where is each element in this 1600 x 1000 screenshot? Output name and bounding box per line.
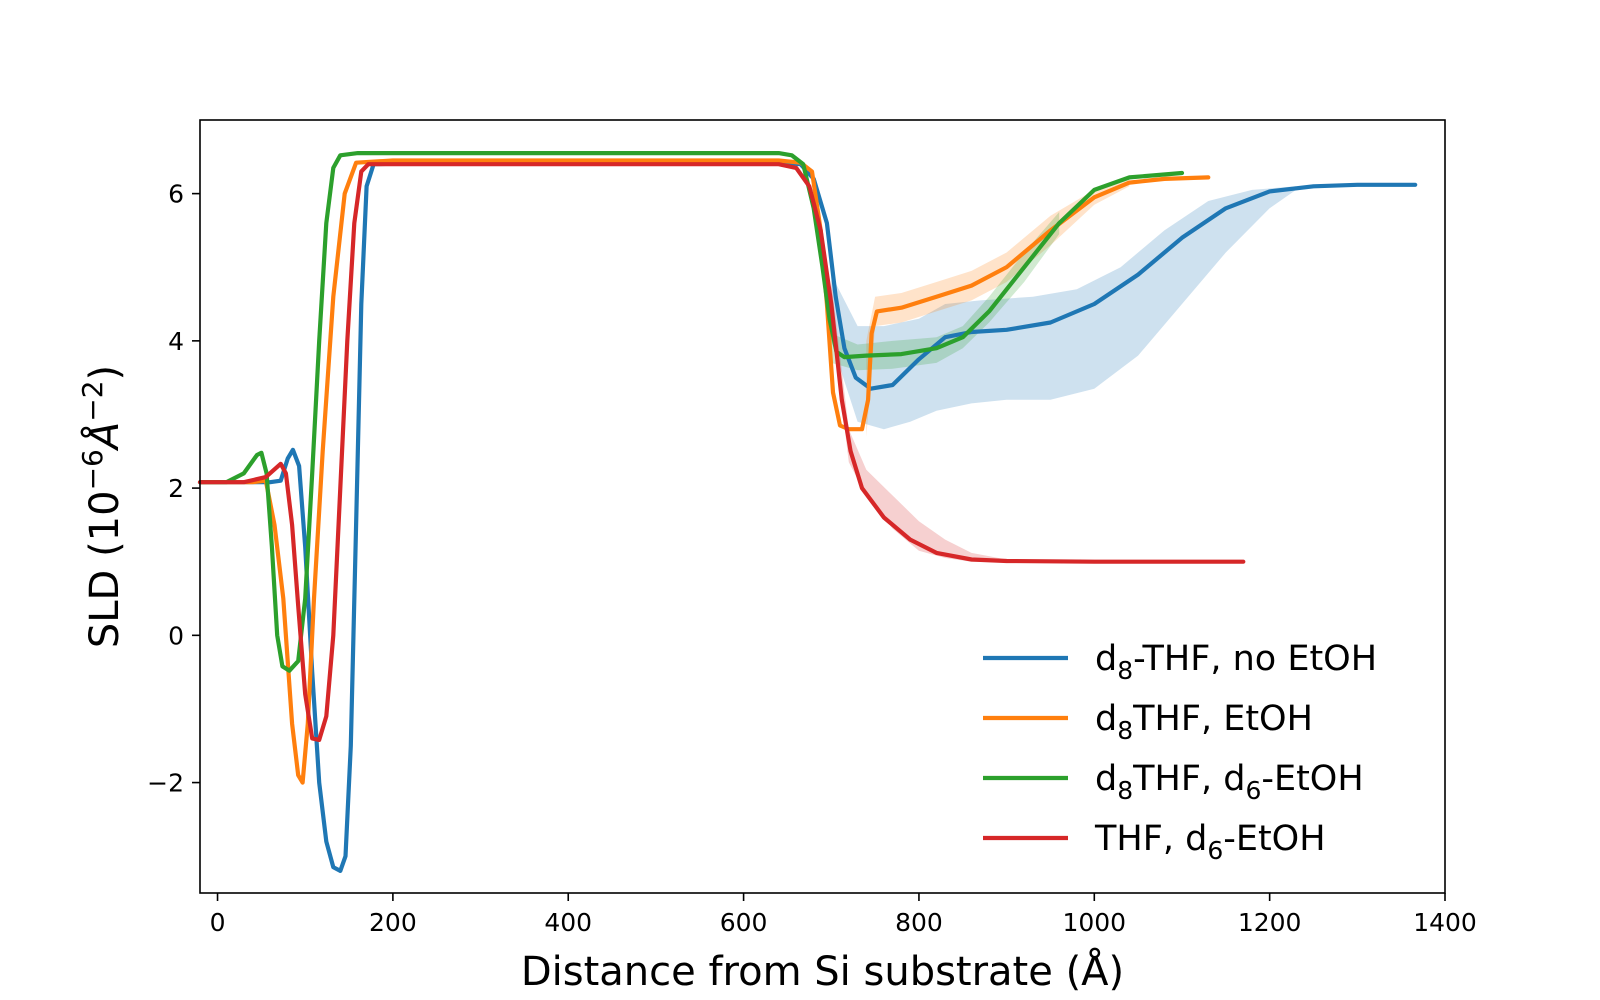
y-tick-label: 6 [168, 180, 184, 209]
x-tick-label: 0 [210, 908, 226, 937]
x-tick-label: 400 [544, 908, 592, 937]
x-tick-label: 600 [720, 908, 768, 937]
y-tick-label: 4 [168, 327, 184, 356]
x-axis-ticks: 0 200 400 600 800 1000 1200 1400 [210, 893, 1477, 937]
series-4-line [197, 162, 1246, 742]
y-label-unit: Å [80, 422, 128, 452]
legend-label-1: d8-THF, no EtOH [1095, 639, 1377, 685]
y-tick-label: 0 [168, 621, 184, 650]
y-tick-label: −2 [147, 769, 184, 798]
x-tick-label: 200 [369, 908, 417, 937]
series-2-band [866, 178, 1130, 437]
y-axis-label: SLD (10−6Å−2) [76, 365, 128, 648]
x-tick-label: 1000 [1062, 908, 1126, 937]
y-label-unit-exp: −2 [76, 380, 109, 421]
y-tick-label: 2 [168, 474, 184, 503]
series-4-band [831, 282, 1007, 562]
legend-label-2: d8THF, EtOH [1095, 699, 1313, 745]
series-lines [197, 151, 1418, 873]
plot-frame [199, 119, 1446, 894]
x-tick-label: 1400 [1413, 908, 1477, 937]
x-tick-label: 1200 [1238, 908, 1302, 937]
legend: d8-THF, no EtOH d8THF, EtOH d8THF, d6-EtOH… [983, 639, 1377, 865]
y-label-close: ) [82, 365, 128, 381]
series-2-line [197, 158, 1211, 785]
series-1-band [831, 186, 1296, 430]
y-label-main: SLD (10 [82, 490, 128, 648]
legend-label-3: d8THF, d6-EtOH [1095, 759, 1364, 805]
y-label-exp: −6 [76, 449, 109, 490]
series-3-line [197, 151, 1185, 673]
y-axis-ticks: −2 0 2 4 6 [147, 180, 200, 798]
legend-label-4: THF, d6-EtOH [1094, 819, 1326, 865]
x-axis-label: Distance from Si substrate (Å) [521, 947, 1124, 995]
x-tick-label: 800 [895, 908, 943, 937]
